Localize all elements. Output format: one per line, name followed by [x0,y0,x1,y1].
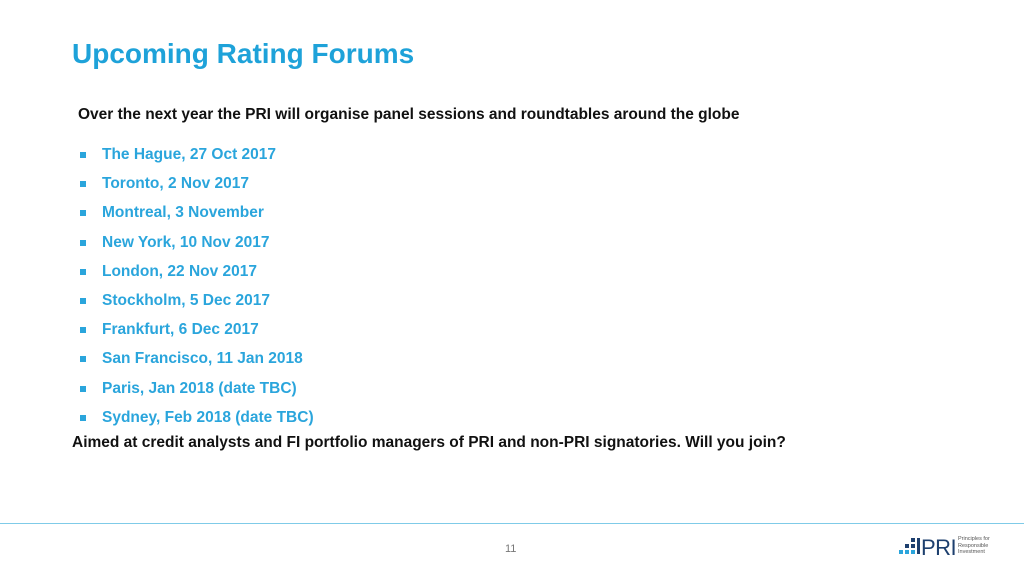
event-text: New York, 10 Nov 2017 [102,233,270,251]
logo-mark [899,538,920,554]
bullet [80,268,86,275]
bullet [80,152,86,158]
tagline-line: Principles for [958,536,990,542]
event-item: Paris, Jan 2018 (date TBC) [78,378,314,407]
event-text: Stockholm, 5 Dec 2017 [102,291,270,309]
footer-rule [0,523,1024,524]
event-text: Sydney, Feb 2018 (date TBC) [102,408,314,426]
tagline-line: Responsible [958,542,989,549]
page-number: 11 [505,543,517,555]
bullet [80,327,86,334]
event-text: London, 22 Nov 2017 [102,262,258,280]
bullet [80,297,86,304]
logo-name: PRI [921,535,957,560]
bullet [80,181,86,188]
event-text: Paris, Jan 2018 (date TBC) [102,379,297,397]
intro-text: Over the next year the PRI will organise… [78,106,740,123]
event-text: Montreal, 3 November [102,204,264,222]
tagline-line: Investment [958,549,985,555]
event-text: The Hague, 27 Oct 2017 [102,146,277,163]
slide-title: Upcoming Rating Forums [72,38,415,69]
closing-text: Aimed at credit analysts and FI portfoli… [72,434,786,451]
event-item: San Francisco, 11 Jan 2018 [78,348,314,377]
event-item: London, 22 Nov 2017 [78,261,314,290]
event-item: New York, 10 Nov 2017 [78,232,314,261]
event-item: Frankfurt, 6 Dec 2017 [78,319,314,348]
event-text: San Francisco, 11 Jan 2018 [102,350,303,368]
bullet [80,210,86,217]
event-item: Montreal, 3 November [78,202,314,231]
event-item: Stockholm, 5 Dec 2017 [78,290,314,319]
event-text: Toronto, 2 Nov 2017 [102,175,249,193]
event-item: The Hague, 27 Oct 2017 [78,144,314,173]
bullet [80,239,86,246]
bullet [80,356,86,363]
bullet [80,414,86,421]
event-list: The Hague, 27 Oct 2017 Toronto, 2 Nov 201… [78,144,314,436]
bullet [80,385,86,392]
event-item: Sydney, Feb 2018 (date TBC) [78,407,314,436]
logo-tagline: Principles for Responsible Investment [958,536,990,556]
event-text: Frankfurt, 6 Dec 2017 [102,321,259,339]
event-item: Toronto, 2 Nov 2017 [78,173,314,202]
